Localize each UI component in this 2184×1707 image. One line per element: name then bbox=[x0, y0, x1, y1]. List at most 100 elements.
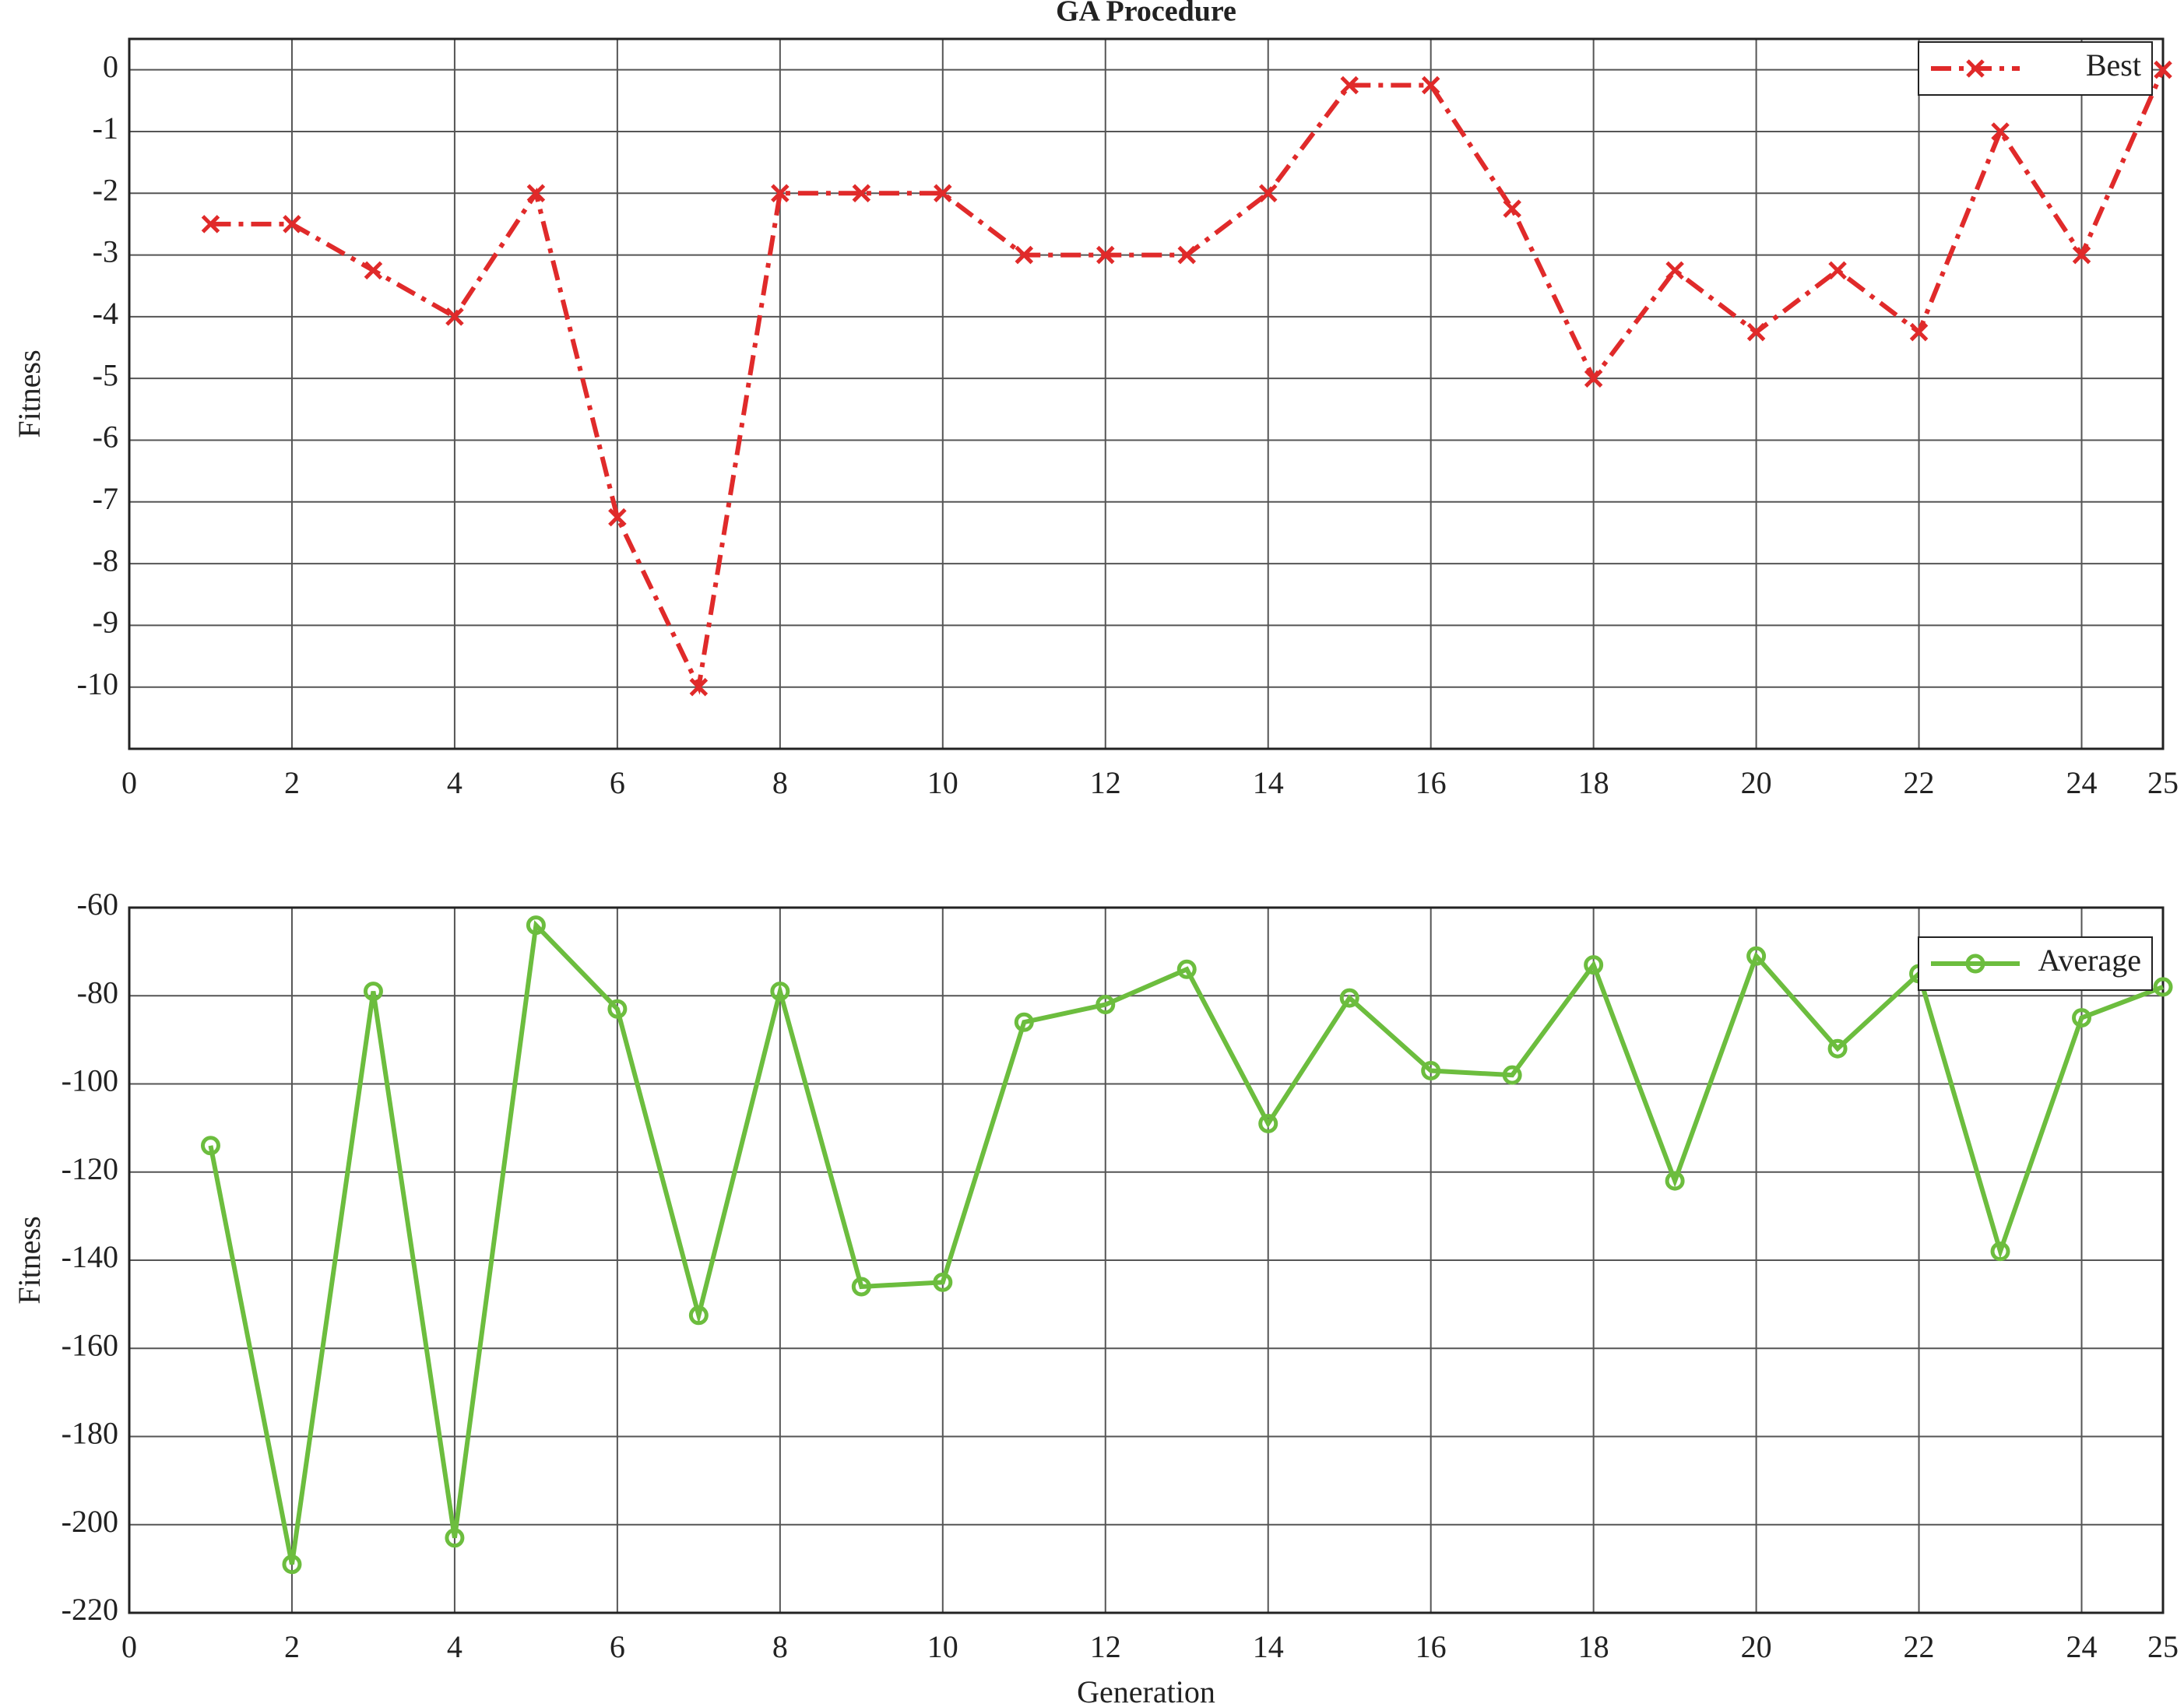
y-tick-label: -2 bbox=[93, 172, 118, 207]
x-tick-label: 14 bbox=[1253, 765, 1284, 800]
marker bbox=[526, 915, 546, 936]
y-tick-label: -180 bbox=[62, 1416, 118, 1451]
marker bbox=[2154, 60, 2172, 79]
marker bbox=[1990, 1242, 2010, 1262]
legend-box bbox=[1918, 41, 2153, 96]
series-line bbox=[208, 920, 2165, 1565]
x-tick-label: 4 bbox=[447, 765, 462, 800]
y-tick-label: -220 bbox=[62, 1592, 118, 1627]
marker bbox=[1177, 245, 1197, 265]
x-tick-label: 8 bbox=[772, 1629, 788, 1664]
marker bbox=[1258, 184, 1278, 203]
y-tick-label: -5 bbox=[93, 357, 118, 392]
y-tick-label: -4 bbox=[93, 296, 118, 331]
marker bbox=[1746, 946, 1767, 966]
x-tick-label: 12 bbox=[1090, 765, 1121, 800]
y-tick-label: -7 bbox=[93, 481, 118, 516]
marker bbox=[1746, 322, 1766, 342]
marker bbox=[2072, 245, 2091, 265]
marker bbox=[1827, 1038, 1848, 1059]
x-tick-label: 6 bbox=[610, 765, 625, 800]
x-tick-label: 25 bbox=[2147, 1629, 2179, 1664]
marker bbox=[1584, 955, 1604, 975]
y-tick-label: -9 bbox=[93, 605, 118, 640]
y-tick-label: -80 bbox=[77, 975, 118, 1010]
marker bbox=[1014, 1012, 1034, 1032]
x-tick-label: 8 bbox=[772, 765, 788, 800]
marker bbox=[1503, 199, 1521, 218]
x-tick-label: 18 bbox=[1578, 1629, 1609, 1664]
marker bbox=[445, 1528, 465, 1548]
marker bbox=[445, 307, 464, 326]
marker bbox=[1421, 1061, 1441, 1081]
y-tick-label: -160 bbox=[62, 1327, 118, 1362]
marker bbox=[200, 1136, 220, 1156]
marker bbox=[1584, 369, 1603, 388]
x-tick-label: 2 bbox=[284, 765, 300, 800]
x-tick-label: 16 bbox=[1416, 765, 1447, 800]
y-tick-label: -120 bbox=[62, 1151, 118, 1186]
x-tick-label: 2 bbox=[284, 1629, 300, 1664]
marker bbox=[1991, 122, 2010, 141]
x-tick-label: 0 bbox=[121, 1629, 137, 1664]
marker bbox=[201, 215, 220, 234]
x-tick-label: 24 bbox=[2066, 765, 2098, 800]
marker bbox=[770, 982, 790, 1002]
x-tick-label: 24 bbox=[2066, 1629, 2098, 1664]
x-tick-label: 22 bbox=[1904, 1629, 1935, 1664]
marker bbox=[933, 1272, 953, 1292]
marker bbox=[1096, 995, 1116, 1015]
marker bbox=[1909, 322, 1929, 342]
marker bbox=[1421, 76, 1440, 95]
legend-label: Best bbox=[2086, 47, 2141, 83]
x-tick-label: 22 bbox=[1904, 765, 1935, 800]
x-tick-label: 20 bbox=[1741, 765, 1772, 800]
x-tick-label: 10 bbox=[927, 765, 958, 800]
x-tick-label: 16 bbox=[1416, 1629, 1447, 1664]
marker bbox=[1665, 1171, 1685, 1191]
legend-marker bbox=[1965, 954, 1985, 974]
marker bbox=[608, 508, 627, 527]
x-tick-label: 18 bbox=[1578, 765, 1609, 800]
y-tick-label: -6 bbox=[93, 420, 118, 455]
legend-label: Average bbox=[2038, 943, 2142, 978]
x-tick-label: 25 bbox=[2147, 765, 2179, 800]
y-axis-label: Fitness bbox=[12, 349, 47, 437]
legend: Average bbox=[1918, 936, 2153, 991]
marker bbox=[283, 215, 301, 234]
marker bbox=[2072, 1008, 2092, 1028]
marker bbox=[1502, 1065, 1522, 1085]
y-tick-label: -1 bbox=[93, 111, 118, 146]
x-tick-label: 10 bbox=[927, 1629, 958, 1664]
marker bbox=[1340, 76, 1359, 95]
x-tick-label: 20 bbox=[1741, 1629, 1772, 1664]
marker bbox=[934, 184, 952, 203]
marker bbox=[1828, 261, 1847, 280]
y-tick-label: -60 bbox=[77, 887, 118, 922]
y-tick-label: -3 bbox=[93, 234, 118, 269]
y-tick-label: 0 bbox=[103, 49, 118, 84]
marker bbox=[2153, 977, 2173, 997]
y-tick-label: -200 bbox=[62, 1504, 118, 1539]
marker bbox=[851, 1277, 871, 1297]
legend-marker bbox=[1966, 59, 1985, 78]
marker bbox=[771, 184, 790, 203]
marker bbox=[1015, 245, 1034, 265]
plot-frame bbox=[128, 906, 2165, 1614]
x-tick-label: 14 bbox=[1253, 1629, 1284, 1664]
marker bbox=[1096, 245, 1115, 265]
marker bbox=[607, 999, 628, 1019]
x-axis-label: Generation bbox=[1077, 1674, 1215, 1707]
y-tick-label: -10 bbox=[77, 666, 118, 701]
y-axis-label: Fitness bbox=[12, 1216, 47, 1304]
marker bbox=[364, 261, 383, 280]
y-tick-label: -100 bbox=[62, 1063, 118, 1098]
chart-title: GA Procedure bbox=[1056, 0, 1236, 28]
marker bbox=[1258, 1113, 1278, 1133]
x-tick-label: 0 bbox=[121, 765, 137, 800]
x-tick-label: 6 bbox=[610, 1629, 625, 1664]
x-tick-label: 12 bbox=[1090, 1629, 1121, 1664]
x-tick-label: 4 bbox=[447, 1629, 462, 1664]
marker bbox=[688, 1305, 709, 1326]
